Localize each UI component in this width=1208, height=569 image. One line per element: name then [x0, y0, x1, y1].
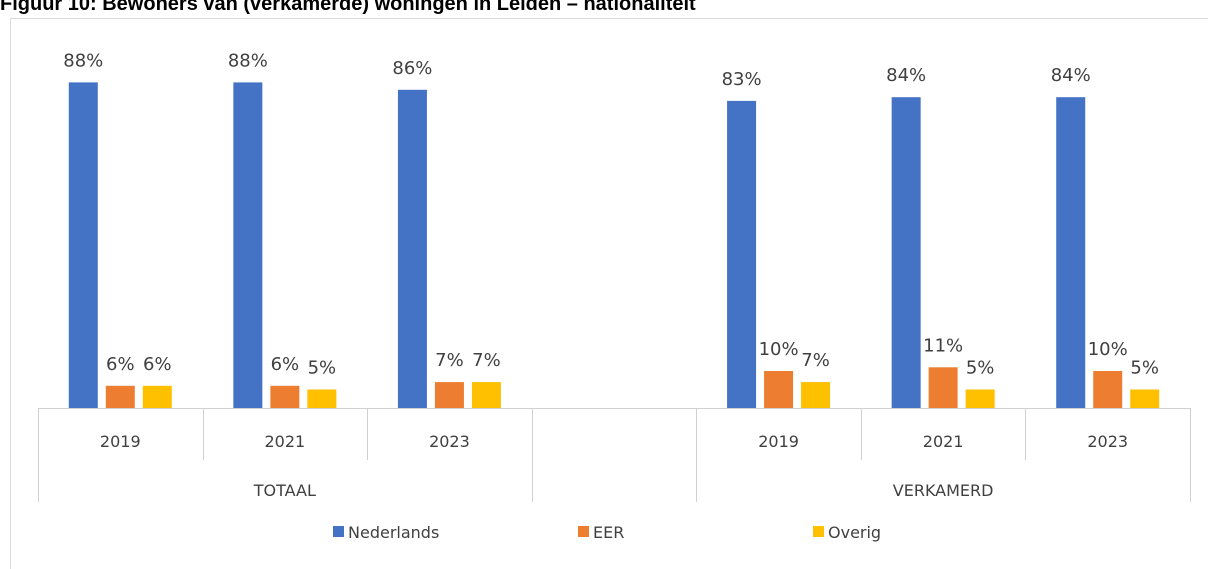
bar	[270, 385, 300, 408]
data-label: 88%	[228, 50, 268, 71]
chart-title: Figuur 10: Bewoners van (verkamerde) won…	[0, 0, 696, 15]
data-label: 86%	[392, 58, 432, 79]
bar	[965, 389, 995, 408]
data-label: 7%	[472, 350, 501, 371]
x-tick-label: 2021	[264, 432, 305, 451]
group-label: VERKAMERD	[893, 481, 994, 500]
data-label: 11%	[923, 335, 963, 356]
bar	[142, 385, 172, 408]
data-label: 6%	[271, 354, 300, 375]
chart-frame	[10, 18, 1208, 569]
bar	[471, 382, 501, 408]
data-label: 83%	[722, 69, 762, 90]
legend-swatch	[578, 526, 589, 537]
data-label: 10%	[1088, 339, 1128, 360]
bar	[105, 385, 135, 408]
data-label: 5%	[1130, 358, 1159, 379]
x-tick-label: 2023	[429, 432, 470, 451]
bar	[764, 371, 794, 408]
data-label: 5%	[966, 358, 995, 379]
bar	[891, 97, 921, 408]
bar	[1130, 389, 1160, 408]
legend-label: EER	[593, 523, 624, 542]
data-label: 6%	[106, 354, 135, 375]
data-label: 84%	[1051, 65, 1091, 86]
x-tick-label: 2019	[758, 432, 799, 451]
x-tick-label: 2023	[1087, 432, 1128, 451]
bar	[1056, 97, 1086, 408]
legend-label: Nederlands	[348, 523, 439, 542]
data-label: 10%	[759, 339, 799, 360]
data-label: 5%	[308, 358, 337, 379]
data-label: 88%	[63, 50, 103, 71]
legend-swatch	[333, 526, 344, 537]
data-label: 7%	[801, 350, 830, 371]
bar	[928, 367, 958, 408]
bar	[434, 382, 464, 408]
bar	[307, 389, 337, 408]
group-label: TOTAAL	[253, 481, 316, 500]
x-tick-label: 2021	[923, 432, 964, 451]
data-label: 7%	[435, 350, 464, 371]
bar	[801, 382, 831, 408]
x-tick-label: 2019	[100, 432, 141, 451]
legend-label: Overig	[828, 523, 881, 542]
bar	[727, 100, 757, 409]
bar	[1093, 371, 1123, 408]
legend-swatch	[813, 526, 824, 537]
bar	[397, 89, 427, 409]
data-label: 84%	[886, 65, 926, 86]
bar	[68, 82, 98, 409]
data-label: 6%	[143, 354, 172, 375]
bar	[233, 82, 263, 409]
